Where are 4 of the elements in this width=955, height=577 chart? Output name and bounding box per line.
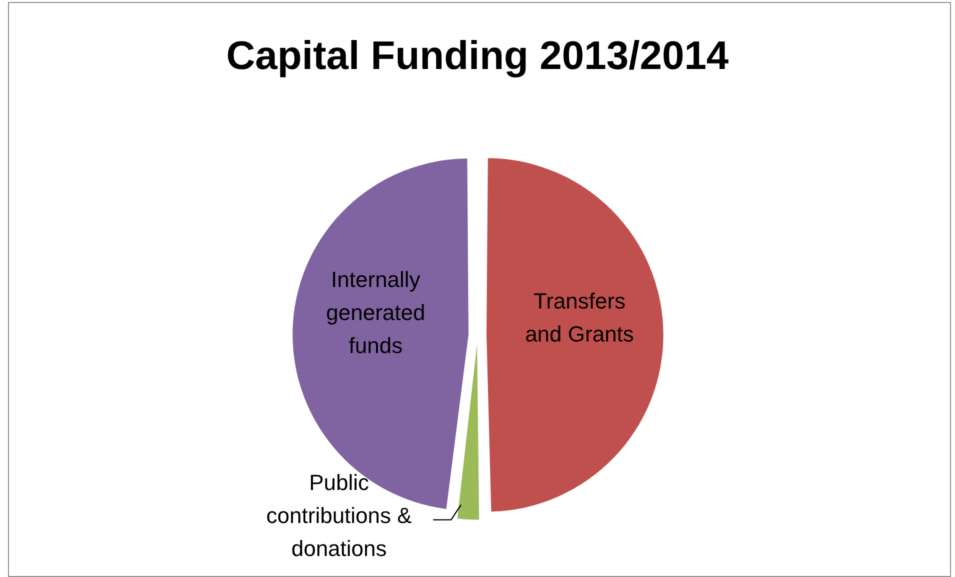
chart-title: Capital Funding 2013/2014: [225, 34, 730, 79]
slice-label: Public contributions & donations: [266, 470, 412, 561]
slice-label: Internally generated funds: [326, 266, 426, 358]
slice-label: Transfers and Grants: [525, 288, 634, 347]
